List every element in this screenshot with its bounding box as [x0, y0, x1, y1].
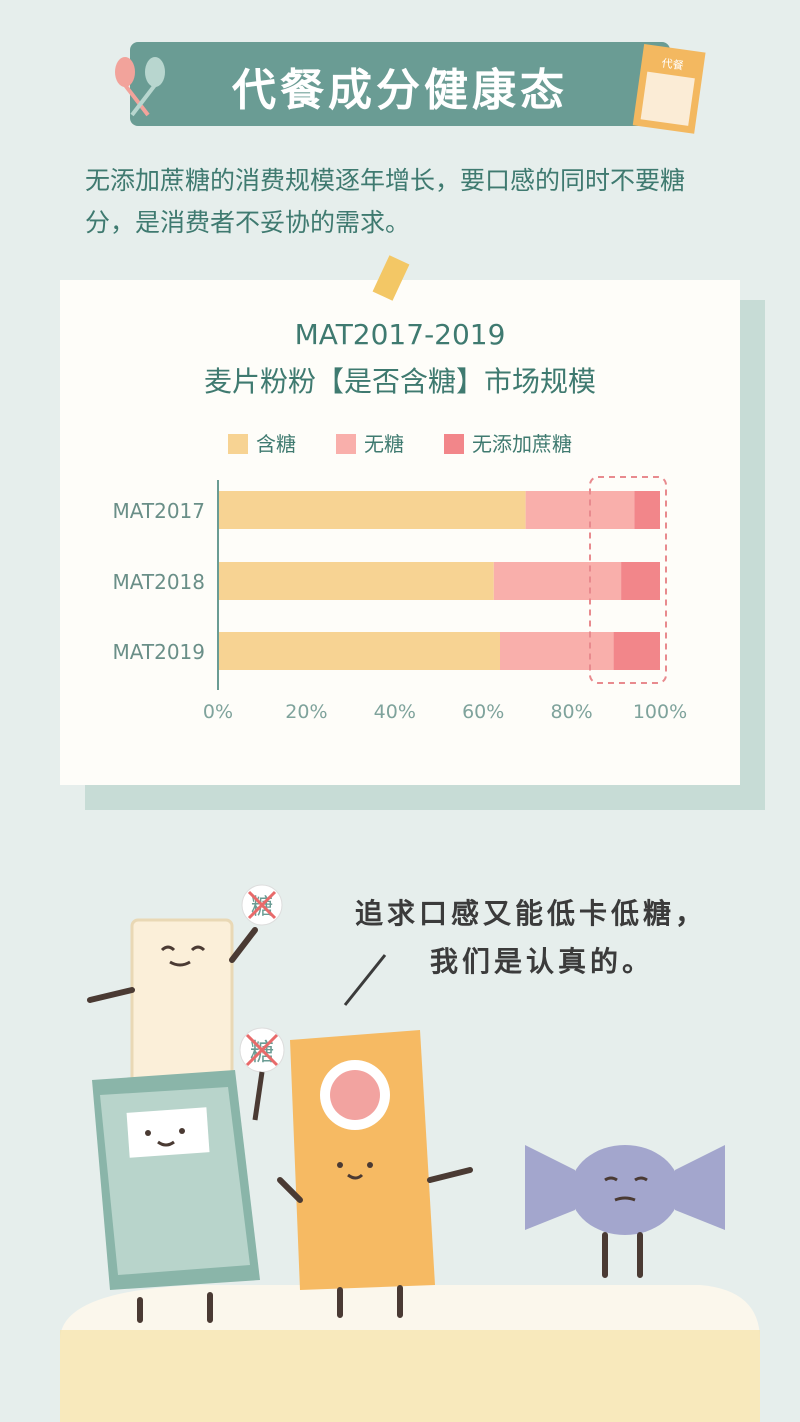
- chart-legend: 含糖 无糖 无添加蔗糖: [0, 428, 800, 457]
- category-label: MAT2019: [113, 640, 206, 664]
- legend-item: 无糖: [336, 428, 404, 457]
- meal-card-icon: 代餐: [632, 43, 706, 134]
- x-tick-label: 40%: [374, 701, 416, 723]
- bar-segment: [218, 632, 500, 670]
- stage-front: [60, 1330, 760, 1422]
- biscuit-character: [87, 918, 258, 1092]
- bar-chart: MAT2017 MAT2018 MAT2019 0% 20% 40% 60% 80% 100%: [113, 476, 687, 723]
- legend-label: 无添加蔗糖: [472, 432, 572, 456]
- category-label: MAT2017: [113, 499, 206, 523]
- legend-swatch: [228, 434, 248, 454]
- legend-item: 无添加蔗糖: [444, 428, 572, 457]
- bar-segment: [218, 562, 494, 600]
- speech-line: [343, 954, 387, 1006]
- highlight-box: [589, 476, 667, 684]
- page-title: 代餐成分健康态: [232, 65, 568, 116]
- chart-subtitle: 麦片粉粉【是否含糖】市场规模: [203, 365, 596, 398]
- green-bag-character: [92, 1070, 260, 1323]
- category-label: MAT2018: [113, 570, 206, 594]
- header-decor: 代餐: [115, 43, 706, 134]
- x-tick-label: 80%: [550, 701, 592, 723]
- x-tick-label: 20%: [285, 701, 327, 723]
- intro-text: 无添加蔗糖的消费规模逐年增长，要口感的同时不要糖分，是消费者不妥协的需求。: [85, 166, 686, 237]
- title-banner: 代餐成分健康态: [130, 42, 670, 126]
- speech-line-1: 追求口感又能低卡低糖，: [355, 897, 708, 930]
- tag-label: 代餐: [661, 56, 685, 73]
- spoon-icon: [115, 57, 165, 117]
- bar-segment: [525, 491, 635, 529]
- chart-title: MAT2017-2019: [294, 318, 506, 351]
- legend-swatch: [444, 434, 464, 454]
- legend-item: 含糖: [228, 428, 296, 457]
- candy-character: [525, 1145, 725, 1278]
- bar-segment: [218, 491, 526, 529]
- bar-segment: [493, 562, 622, 600]
- no-sugar-sign-icon: 糖 糖: [239, 884, 285, 1121]
- x-tick-label: 0%: [203, 701, 233, 723]
- speech-line-2: 我们是认真的。: [430, 945, 655, 978]
- x-tick-label: 60%: [462, 701, 504, 723]
- legend-label: 无糖: [364, 432, 404, 456]
- orange-bag-character: [277, 1030, 473, 1318]
- legend-label: 含糖: [256, 432, 296, 456]
- legend-swatch: [336, 434, 356, 454]
- bar-segment: [621, 562, 660, 600]
- chart-card: [60, 280, 740, 785]
- x-tick-label: 100%: [633, 701, 687, 723]
- bar-segment: [613, 632, 660, 670]
- bar-segment: [499, 632, 614, 670]
- speech-text: 追求口感又能低卡低糖， 我们是认真的。: [355, 890, 707, 986]
- bar-segment: [634, 491, 660, 529]
